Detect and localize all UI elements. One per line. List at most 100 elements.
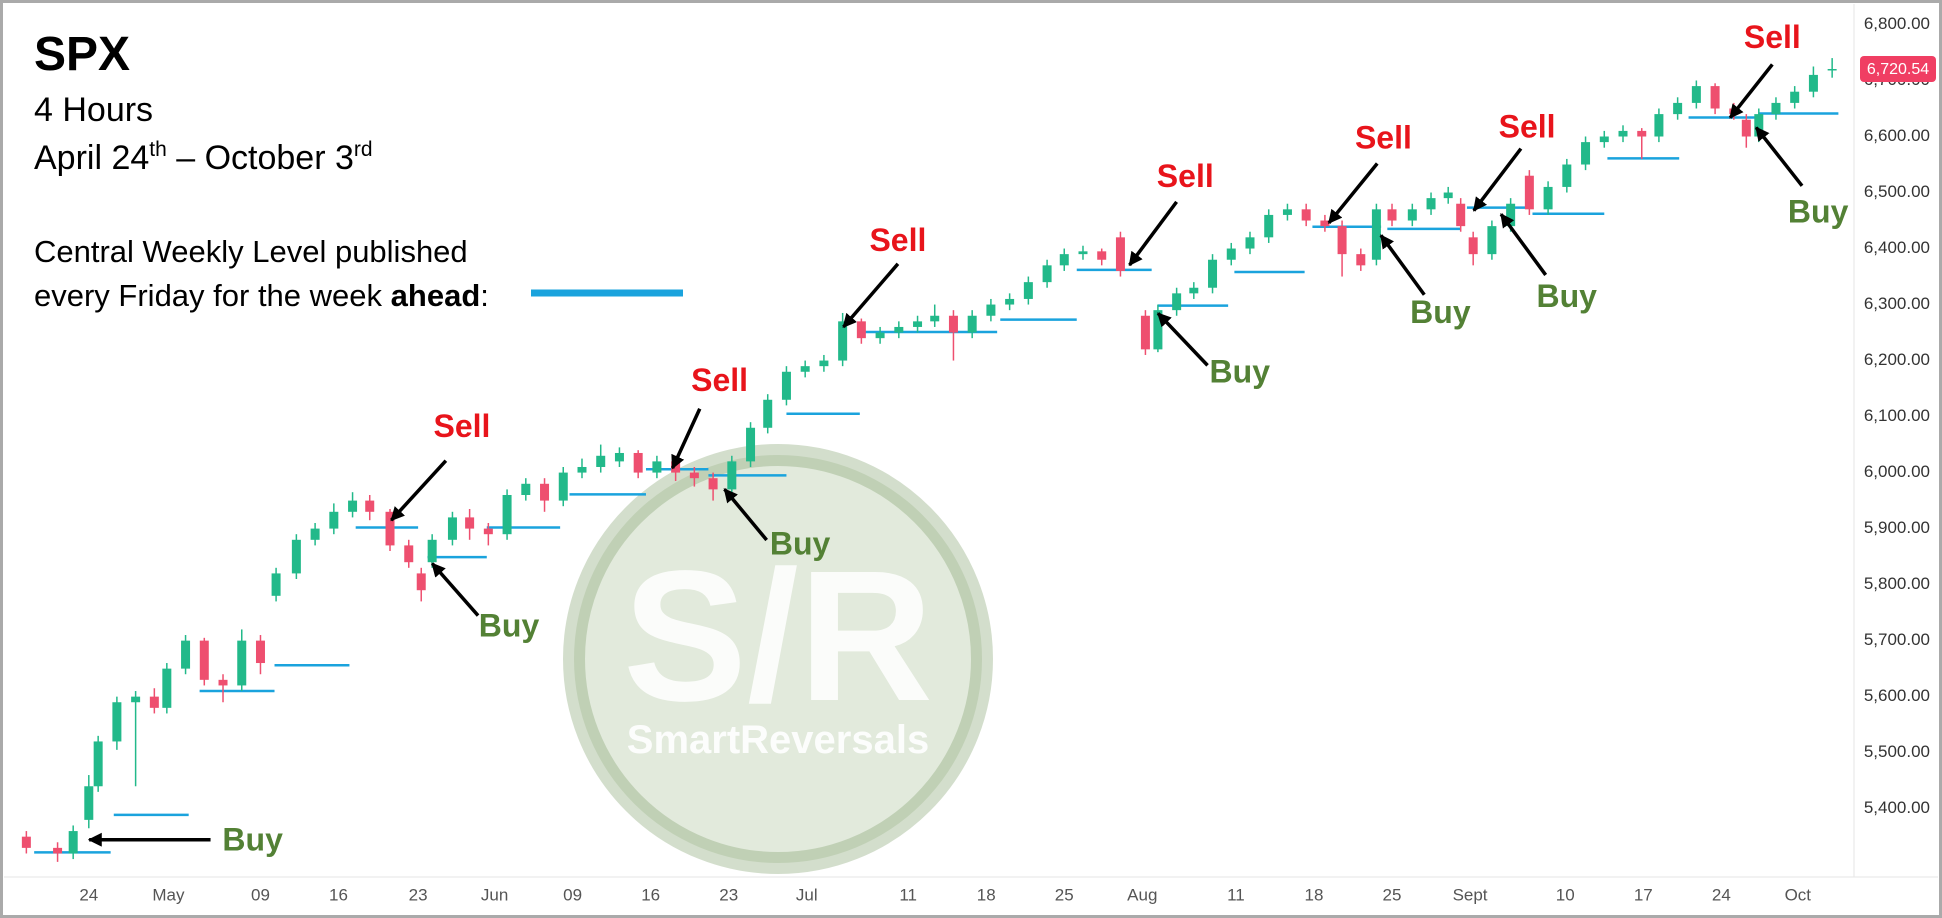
x-tick-label: May — [152, 885, 185, 904]
candle-body — [1599, 136, 1609, 143]
candle-body — [727, 461, 737, 490]
annotation-arrow — [1327, 162, 1379, 225]
note-end: : — [480, 278, 489, 313]
candle-body — [416, 573, 426, 591]
candle-body — [1337, 226, 1347, 255]
candle-body — [404, 545, 414, 563]
y-tick-label: 6,100.00 — [1864, 406, 1930, 425]
candle-body — [465, 517, 475, 529]
candle-body — [1771, 102, 1781, 115]
candle-body — [614, 452, 624, 462]
x-tick-label: Jul — [796, 885, 818, 904]
candle-body — [1115, 237, 1125, 271]
date-suffix: rd — [354, 138, 373, 161]
candle-body — [558, 472, 568, 501]
candle-body — [577, 466, 587, 473]
watermark: S/R SmartReversals — [563, 444, 993, 874]
candle-body — [329, 511, 339, 529]
annotation-arrow — [842, 262, 900, 329]
watermark-name: SmartReversals — [627, 718, 929, 762]
candle-body — [1487, 226, 1497, 255]
y-tick-label: 6,400.00 — [1864, 238, 1930, 257]
candle-body — [218, 679, 228, 686]
candle-body — [427, 539, 437, 563]
candle-body — [1264, 214, 1274, 238]
candle-body — [913, 321, 923, 327]
candle-body — [1356, 254, 1366, 266]
annotation-arrow — [1499, 213, 1548, 276]
candle-body — [1371, 209, 1381, 260]
candle-body — [1581, 142, 1591, 165]
y-tick-label: 5,900.00 — [1864, 518, 1930, 537]
candle-body — [1301, 209, 1311, 221]
annotation-label: Sell — [1355, 119, 1412, 155]
candle-body — [271, 573, 281, 596]
price-badge — [1860, 55, 1936, 82]
candle-body — [1407, 209, 1417, 221]
candle-body — [1189, 287, 1199, 294]
candle-body — [255, 640, 265, 664]
y-tick-label: 5,500.00 — [1864, 742, 1930, 761]
candle-body — [875, 332, 885, 339]
x-tick-label: 24 — [79, 885, 98, 904]
annotation-arrow — [1379, 234, 1426, 296]
price-badge-label: 6,720.54 — [1867, 61, 1929, 78]
candle-body — [310, 528, 320, 540]
candle-body — [1691, 86, 1701, 103]
x-tick-label: 16 — [329, 885, 348, 904]
y-tick-label: 6,000.00 — [1864, 462, 1930, 481]
annotation-arrow — [1128, 200, 1178, 267]
candle-body — [1543, 186, 1553, 210]
candle-body — [986, 304, 996, 316]
candle-body — [385, 511, 395, 546]
x-tick-label: 23 — [409, 885, 428, 904]
candle-body — [1153, 310, 1163, 350]
chart-title: SPX — [34, 28, 130, 81]
candle-body — [948, 315, 958, 333]
candle-body — [708, 478, 718, 490]
x-tick-label: 10 — [1556, 885, 1575, 904]
y-tick-label: 6,500.00 — [1864, 182, 1930, 201]
candle-body — [131, 696, 141, 703]
candle-body — [1042, 265, 1052, 283]
annotation-label: Buy — [222, 822, 283, 858]
candle-body — [1468, 237, 1478, 255]
x-tick-label: 25 — [1055, 885, 1074, 904]
candle-body — [181, 640, 191, 669]
annotation-label: Buy — [770, 526, 831, 562]
annotation-arrow — [1728, 63, 1774, 119]
date-range: April 24th – October 3rd — [34, 138, 373, 177]
candle-body — [1059, 254, 1069, 266]
candle-body — [447, 517, 457, 540]
candle-body — [21, 836, 31, 848]
candle-body — [1827, 68, 1837, 71]
candle-body — [1078, 251, 1088, 255]
candle-body — [838, 321, 848, 361]
x-tick-label: Sept — [1453, 885, 1488, 904]
y-tick-label: 5,800.00 — [1864, 574, 1930, 593]
candle-body — [540, 483, 550, 501]
annotation-label: Buy — [1210, 353, 1271, 389]
y-tick-label: 6,800.00 — [1864, 14, 1930, 33]
candle-body — [1387, 209, 1397, 221]
note-text: every Friday for the week — [34, 278, 383, 313]
annotation-label: Buy — [1410, 294, 1471, 330]
note-line: Central Weekly Level published — [34, 234, 468, 269]
candle-body — [967, 315, 977, 333]
candle-body — [800, 366, 810, 372]
note-bold: ahead — [391, 278, 481, 313]
annotation-arrow — [1156, 312, 1209, 367]
candle-body — [1245, 237, 1255, 249]
note-line: every Friday for the week ahead: — [34, 278, 489, 313]
candle-body — [1320, 220, 1330, 227]
candle-body — [1443, 192, 1453, 199]
candle-body — [819, 360, 829, 367]
annotation-label: Sell — [1157, 158, 1214, 194]
y-tick-label: 5,400.00 — [1864, 798, 1930, 817]
x-tick-label: 18 — [977, 885, 996, 904]
candle-body — [162, 668, 172, 708]
candle-body — [1226, 248, 1236, 260]
candle-body — [112, 702, 122, 742]
